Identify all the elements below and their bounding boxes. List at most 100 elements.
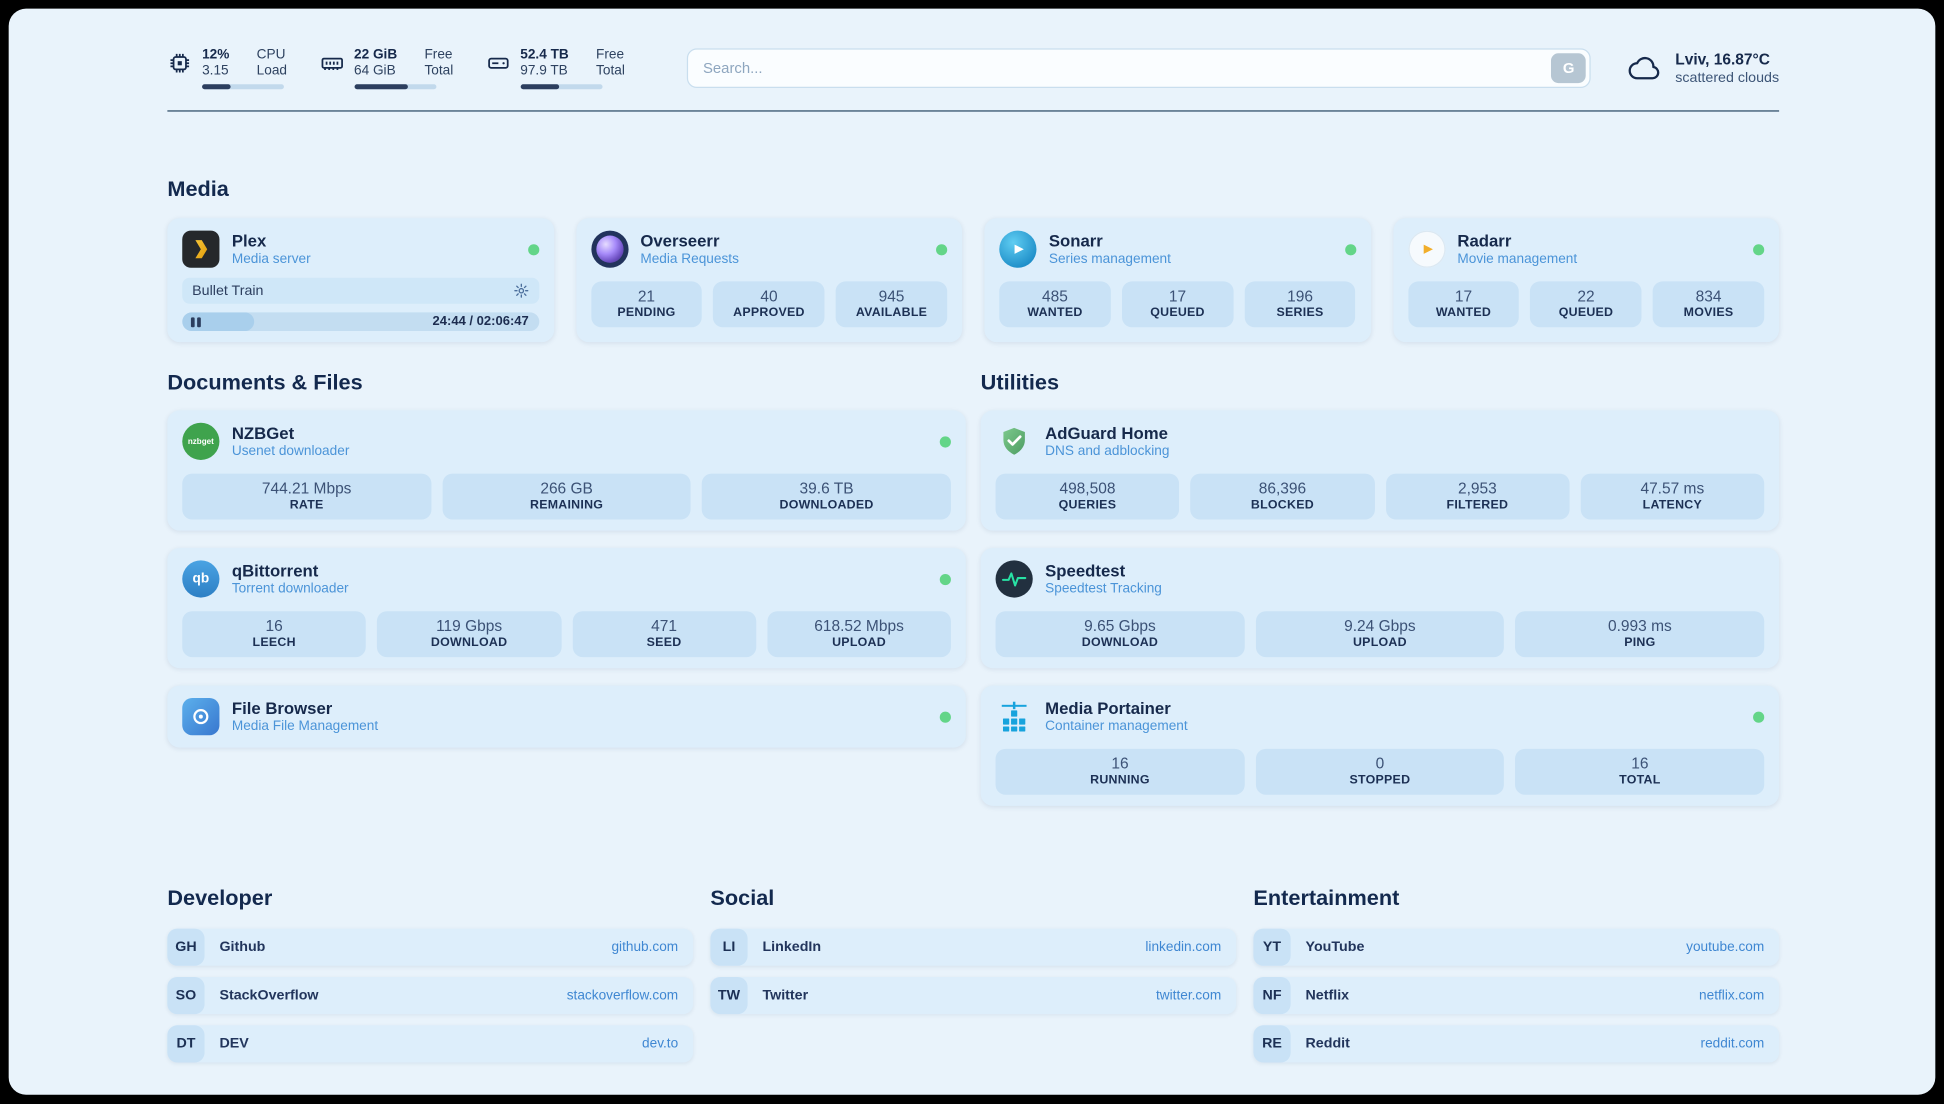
stat-tile: 471 SEED	[572, 611, 756, 658]
app-title-block: Radarr Movie management	[1457, 231, 1577, 267]
radarr-card[interactable]: Radarr Movie management 17 WANTED 22 QUE…	[1392, 218, 1780, 343]
app-name: qBittorrent	[231, 561, 319, 580]
stat-tile: 86,396 BLOCKED	[1190, 473, 1375, 520]
bookmark-linkedin[interactable]: LI LinkedIn linkedin.com	[710, 928, 1237, 966]
search-engine-button[interactable]: G	[1551, 53, 1587, 84]
stat-tile: 16 LEECH	[182, 611, 367, 658]
sonarr-icon	[999, 230, 1037, 268]
overseerr-card[interactable]: Overseerr Media Requests 21 PENDING 40 A…	[575, 218, 963, 343]
qbittorrent-card[interactable]: qb qBittorrent Torrent downloader 16 LEE…	[167, 547, 966, 669]
bookmark-url: reddit.com	[1700, 1036, 1765, 1052]
stat-tile: 9.65 Gbps DOWNLOAD	[995, 611, 1245, 658]
bookmark-stackoverflow[interactable]: SO StackOverflow stackoverflow.com	[167, 976, 694, 1015]
nzbget-card[interactable]: nzbget NZBGet Usenet downloader 744.21 M…	[167, 410, 966, 531]
disk-free-value: 52.4 TB	[520, 47, 569, 62]
adguard-icon	[996, 423, 1033, 460]
nzbget-icon: nzbget	[182, 422, 220, 460]
stat-value: 119 Gbps	[436, 617, 503, 635]
stat-value: 21	[637, 287, 656, 305]
bookmark-url: twitter.com	[1156, 988, 1222, 1003]
filebrowser-card[interactable]: File Browser Media File Management	[167, 685, 966, 748]
bookmark-label: Twitter	[762, 988, 809, 1003]
app-title-block: qBittorrent Torrent downloader	[232, 561, 349, 597]
app-subtitle: Speedtest Tracking	[1045, 580, 1162, 596]
stat-tile: 834 MOVIES	[1652, 281, 1765, 328]
qbittorrent-icon: qb	[182, 560, 220, 598]
bookmark-url: linkedin.com	[1145, 939, 1222, 955]
plex-card[interactable]: Plex Media server Bullet Train 24:44 / 0…	[167, 218, 554, 343]
disk-metric: 52.4 TB 97.9 TB Free Total	[486, 47, 625, 90]
stat-value: 9.24 Gbps	[1344, 617, 1416, 635]
entertainment-bookmarks: Entertainment YT YouTube youtube.com NF …	[1253, 885, 1780, 1073]
stat-label: DOWNLOADED	[779, 498, 874, 513]
portainer-card[interactable]: Media Portainer Container management 16 …	[980, 685, 1780, 806]
ram-usage-bar	[353, 84, 436, 90]
stat-tile: 47.57 ms LATENCY	[1580, 473, 1765, 520]
bookmark-label: YouTube	[1305, 939, 1365, 955]
media-card-grid: Plex Media server Bullet Train 24:44 / 0…	[167, 218, 1780, 343]
disk-values: 52.4 TB 97.9 TB	[520, 47, 569, 79]
app-subtitle: Media Requests	[640, 251, 739, 266]
stat-label: QUERIES	[1058, 498, 1117, 513]
section-heading-media: Media	[167, 176, 229, 201]
stat-value: 47.57 ms	[1640, 479, 1705, 498]
playback-progress-bar: 24:44 / 02:06:47	[182, 312, 539, 332]
weather-location: Lviv, 16.87°C	[1675, 50, 1770, 69]
section-heading-entertainment: Entertainment	[1253, 885, 1400, 911]
bookmark-abbr: NF	[1253, 976, 1291, 1015]
ram-free-value: 22 GiB	[353, 47, 398, 62]
bookmark-netflix[interactable]: NF Netflix netflix.com	[1253, 976, 1780, 1015]
weather-condition: scattered clouds	[1675, 70, 1780, 86]
app-name: File Browser	[231, 698, 333, 718]
section-heading-developer: Developer	[167, 885, 273, 911]
stat-label: PENDING	[617, 306, 676, 320]
stat-value: 945	[878, 287, 905, 305]
stat-value: 17	[1454, 287, 1473, 305]
app-title-block: AdGuard Home DNS and adblocking	[1045, 423, 1169, 459]
stat-value: 40	[760, 287, 778, 305]
top-bar: 12% 3.15 CPU Load 22 GiB 64 GiB	[167, 41, 1779, 96]
social-bookmarks: Social LI LinkedIn linkedin.com TW Twitt…	[710, 885, 1237, 1073]
stat-value: 16	[1111, 755, 1129, 773]
ram-values: 22 GiB 64 GiB	[354, 47, 397, 79]
status-dot	[1753, 243, 1765, 255]
section-heading-social: Social	[710, 885, 775, 911]
gear-icon[interactable]	[513, 283, 529, 299]
bookmark-youtube[interactable]: YT YouTube youtube.com	[1253, 928, 1780, 966]
stat-tile: 196 SERIES	[1244, 281, 1356, 328]
bookmark-dev[interactable]: DT DEV dev.to	[167, 1025, 694, 1063]
now-playing-title: Bullet Train	[192, 283, 264, 299]
app-subtitle: Media server	[231, 251, 311, 266]
disk-usage-bar	[520, 84, 603, 90]
app-title-block: Speedtest Speedtest Tracking	[1045, 561, 1162, 597]
ram-label-2: Total	[424, 63, 454, 79]
bookmark-reddit[interactable]: RE Reddit reddit.com	[1253, 1025, 1780, 1063]
section-heading-utilities: Utilities	[980, 369, 1060, 395]
stat-label: UPLOAD	[1352, 636, 1407, 650]
stat-label: STOPPED	[1349, 773, 1411, 788]
stat-tile: 0.993 ms PING	[1515, 611, 1765, 658]
bookmark-label: Netflix	[1305, 988, 1350, 1003]
stat-label: UPLOAD	[832, 636, 886, 650]
dashboard-page: 12% 3.15 CPU Load 22 GiB 64 GiB	[8, 8, 1936, 1095]
speedtest-card[interactable]: Speedtest Speedtest Tracking 9.65 Gbps D…	[980, 547, 1780, 669]
bookmark-github[interactable]: GH Github github.com	[167, 928, 694, 966]
bookmark-abbr: DT	[167, 1025, 205, 1063]
stat-value: 498,508	[1059, 479, 1116, 498]
stat-label: LEECH	[252, 636, 296, 650]
pause-button[interactable]	[190, 316, 201, 327]
stat-label: BLOCKED	[1250, 498, 1314, 513]
search-input[interactable]	[686, 48, 1591, 89]
portainer-icon	[996, 698, 1033, 735]
weather-text: Lviv, 16.87°C scattered clouds	[1675, 50, 1779, 87]
stat-label: TOTAL	[1619, 773, 1661, 788]
adguard-card[interactable]: AdGuard Home DNS and adblocking 498,508 …	[980, 410, 1780, 531]
app-title-block: File Browser Media File Management	[232, 699, 378, 735]
cloud-icon	[1628, 56, 1660, 80]
sonarr-card[interactable]: Sonarr Series management 485 WANTED 17 Q…	[984, 218, 1371, 343]
speedtest-icon	[995, 560, 1033, 598]
app-name: NZBGet	[231, 423, 295, 442]
ram-labels: Free Total	[424, 47, 453, 79]
stat-tile: 945 AVAILABLE	[835, 281, 948, 328]
bookmark-twitter[interactable]: TW Twitter twitter.com	[710, 976, 1237, 1015]
